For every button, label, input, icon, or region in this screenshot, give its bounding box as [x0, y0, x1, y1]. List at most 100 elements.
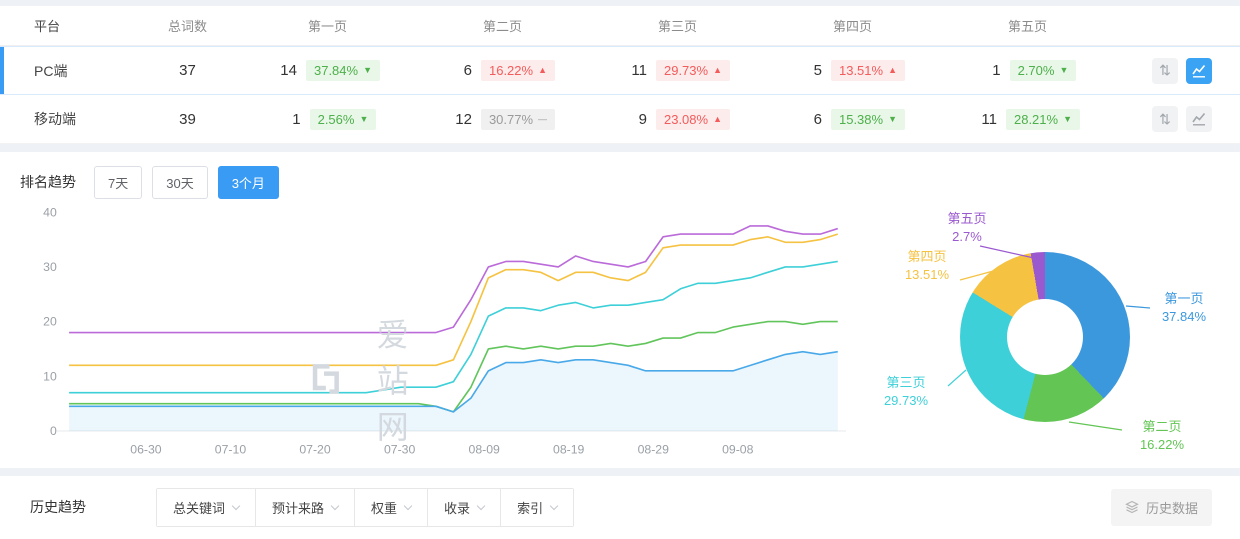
trend-chart-button[interactable] — [1186, 106, 1212, 132]
chart-row: 0 10 20 30 40 06-30 07-10 07-20 07-30 08-09 08-19 0… — [20, 202, 1220, 466]
y-axis-label: 0 — [50, 424, 57, 438]
metric-dropdown-group: 总关键词 预计来路 权重 收录 索引 — [156, 487, 575, 527]
line-chart-area: 0 10 20 30 40 06-30 07-10 07-20 07-30 08-09 08-19 0… — [20, 202, 848, 466]
compare-button[interactable]: ⇅ — [1152, 57, 1178, 84]
chevron-down-icon — [231, 501, 241, 511]
mobile-actions: ⇅ — [1115, 106, 1240, 132]
platform-name: PC端 — [34, 62, 68, 79]
mobile-page1-cell: 1 2.56% ▼ — [240, 108, 415, 130]
mobile-page3-cell: 9 23.08% ▲ — [590, 108, 765, 130]
tab-7-days[interactable]: 7天 — [94, 165, 143, 199]
keyword-count: 6 — [813, 110, 822, 128]
trend-badge: 37.84% ▼ — [305, 60, 380, 81]
pie-label-page4: 第四页 13.51% — [904, 249, 950, 282]
x-axis-label: 07-30 — [384, 442, 416, 456]
x-axis-label: 08-29 — [638, 442, 670, 456]
column-header-platform: 平台 — [34, 19, 61, 34]
pc-page3-cell: 11 29.73% ▲ — [590, 60, 765, 81]
y-axis-label: 40 — [43, 205, 57, 219]
keyword-count: 9 — [638, 110, 647, 128]
mobile-page2-cell: 12 30.77% — — [415, 108, 590, 130]
column-header-page1: 第一页 — [307, 19, 347, 34]
column-header-page4: 第四页 — [832, 19, 872, 34]
compare-button[interactable]: ⇅ — [1152, 106, 1178, 132]
dropdown-weight[interactable]: 权重 — [355, 488, 429, 526]
trend-badge: 30.77% — — [480, 108, 556, 130]
trend-badge: 16.22% ▲ — [480, 60, 555, 81]
keyword-count: 6 — [463, 62, 472, 79]
pc-page1-cell: 14 37.84% ▼ — [240, 60, 415, 81]
platform-name: 移动端 — [34, 111, 76, 127]
trend-chart-button[interactable] — [1186, 57, 1212, 84]
trend-down-icon: ▼ — [363, 65, 372, 75]
history-trend-title: 历史趋势 — [30, 499, 86, 516]
ranking-trend-card: 排名趋势 7天 30天 3个月 0 10 20 30 40 06-30 07-10 07-20… — [0, 152, 1240, 468]
trend-up-icon: ▲ — [713, 113, 722, 124]
trend-badge: 13.51% ▲ — [830, 60, 905, 81]
trend-flat-icon: — — [538, 113, 548, 124]
history-data-button[interactable]: 历史数据 — [1110, 488, 1212, 526]
pc-actions: ⇅ — [1115, 57, 1240, 84]
keyword-count: 12 — [455, 110, 472, 128]
pc-page5-cell: 1 2.70% ▼ — [940, 60, 1115, 81]
trend-down-icon: ▼ — [1063, 113, 1072, 124]
dropdown-total-keywords[interactable]: 总关键词 — [157, 488, 257, 526]
x-axis-label: 07-20 — [299, 442, 331, 456]
column-header-page3: 第三页 — [657, 19, 697, 34]
donut-hole — [1007, 299, 1083, 375]
trend-line-top5-pages — [69, 225, 839, 334]
chevron-down-icon — [476, 501, 486, 511]
trend-title: 排名趋势 — [20, 174, 76, 190]
trend-badge: 29.73% ▲ — [655, 60, 730, 81]
mobile-page5-cell: 11 28.21% ▼ — [940, 108, 1115, 130]
x-axis-label: 08-09 — [469, 442, 501, 456]
trend-badge: 23.08% ▲ — [655, 108, 730, 130]
chevron-down-icon — [330, 501, 340, 511]
y-axis-label: 10 — [43, 369, 57, 383]
dropdown-estimated-traffic[interactable]: 预计来路 — [256, 488, 356, 526]
trend-header: 排名趋势 7天 30天 3个月 — [20, 165, 1220, 199]
keyword-count: 1 — [992, 62, 1001, 79]
keyword-count: 5 — [813, 62, 822, 79]
total-keywords: 39 — [179, 110, 196, 128]
total-keywords: 37 — [179, 62, 196, 79]
trend-down-icon: ▼ — [359, 113, 369, 124]
tab-30-days[interactable]: 30天 — [152, 165, 208, 199]
sort-arrows-icon: ⇅ — [1159, 62, 1171, 78]
column-header-page2: 第二页 — [482, 19, 522, 34]
trend-badge: 28.21% ▼ — [1005, 108, 1080, 130]
column-header-page5: 第五页 — [1007, 19, 1047, 34]
donut-chart-area: 第五页 2.7% 第四页 13.51% 第一页 37.84% 第三页 29.73% 第二… — [848, 202, 1220, 464]
x-axis-label: 07-10 — [215, 442, 247, 456]
chevron-down-icon — [549, 501, 559, 511]
keyword-count: 14 — [280, 62, 297, 79]
table-row-mobile[interactable]: 移动端 39 1 2.56% ▼ 12 30.77% — 9 23.08% ▲ 6 1… — [0, 95, 1240, 144]
trend-line-top3-pages — [69, 260, 838, 394]
tab-3-months[interactable]: 3个月 — [217, 165, 279, 199]
area-fill — [69, 351, 838, 431]
dropdown-index[interactable]: 索引 — [501, 488, 574, 526]
dropdown-indexed[interactable]: 收录 — [428, 488, 502, 526]
x-axis-label: 09-08 — [722, 442, 754, 456]
trend-badge: 2.70% ▼ — [1009, 60, 1077, 81]
layers-icon — [1125, 501, 1139, 514]
keyword-count: 1 — [292, 110, 301, 128]
history-trend-bar: 历史趋势 总关键词 预计来路 权重 收录 索引 历史数据 — [0, 475, 1240, 539]
pie-label-page3: 第三页 29.73% — [883, 375, 929, 408]
mobile-page4-cell: 6 15.38% ▼ — [765, 108, 940, 130]
trend-down-icon: ▼ — [888, 113, 897, 124]
trend-up-icon: ▲ — [713, 65, 722, 75]
table-row-pc[interactable]: PC端 37 14 37.84% ▼ 6 16.22% ▲ 11 29.73% ▲ 5… — [0, 46, 1240, 95]
keyword-count: 11 — [631, 62, 647, 79]
ranking-table-card: 平台 总词数 第一页 第二页 第三页 第四页 第五页 PC端 37 14 37.… — [0, 6, 1240, 144]
table-header: 平台 总词数 第一页 第二页 第三页 第四页 第五页 — [0, 6, 1240, 46]
pie-label-page5: 第五页 2.7% — [947, 211, 987, 244]
x-axis-label: 08-19 — [553, 442, 585, 456]
pc-page2-cell: 6 16.22% ▲ — [415, 60, 590, 81]
trend-line-chart: 0 10 20 30 40 06-30 07-10 07-20 07-30 08-09 08-19 0… — [43, 205, 846, 456]
trend-up-icon: ▲ — [538, 65, 547, 75]
trend-line-top1-page — [69, 350, 838, 413]
trend-up-icon: ▲ — [888, 65, 897, 75]
column-header-total: 总词数 — [167, 19, 207, 34]
